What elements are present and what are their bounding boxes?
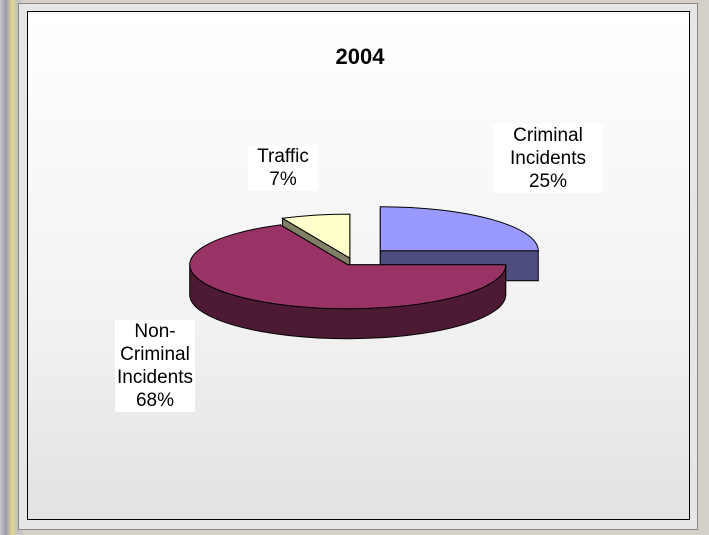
slice-label: Traffic 7% [248, 145, 318, 191]
value-label: 68% [135, 390, 175, 411]
pie-slice [189, 224, 507, 310]
category-label: Criminal Incidents [509, 125, 587, 169]
pie-slice [281, 213, 351, 259]
category-label: Non-Criminal Incidents [116, 321, 194, 388]
category-label: Traffic [257, 146, 309, 167]
pie-slice [379, 206, 539, 252]
slice-label: Criminal Incidents 25% [493, 124, 603, 193]
slice-label: Non-Criminal Incidents 68% [115, 320, 195, 412]
chart-title: 2004 [336, 44, 386, 69]
value-label: 25% [528, 171, 568, 192]
value-label: 7% [269, 169, 297, 190]
